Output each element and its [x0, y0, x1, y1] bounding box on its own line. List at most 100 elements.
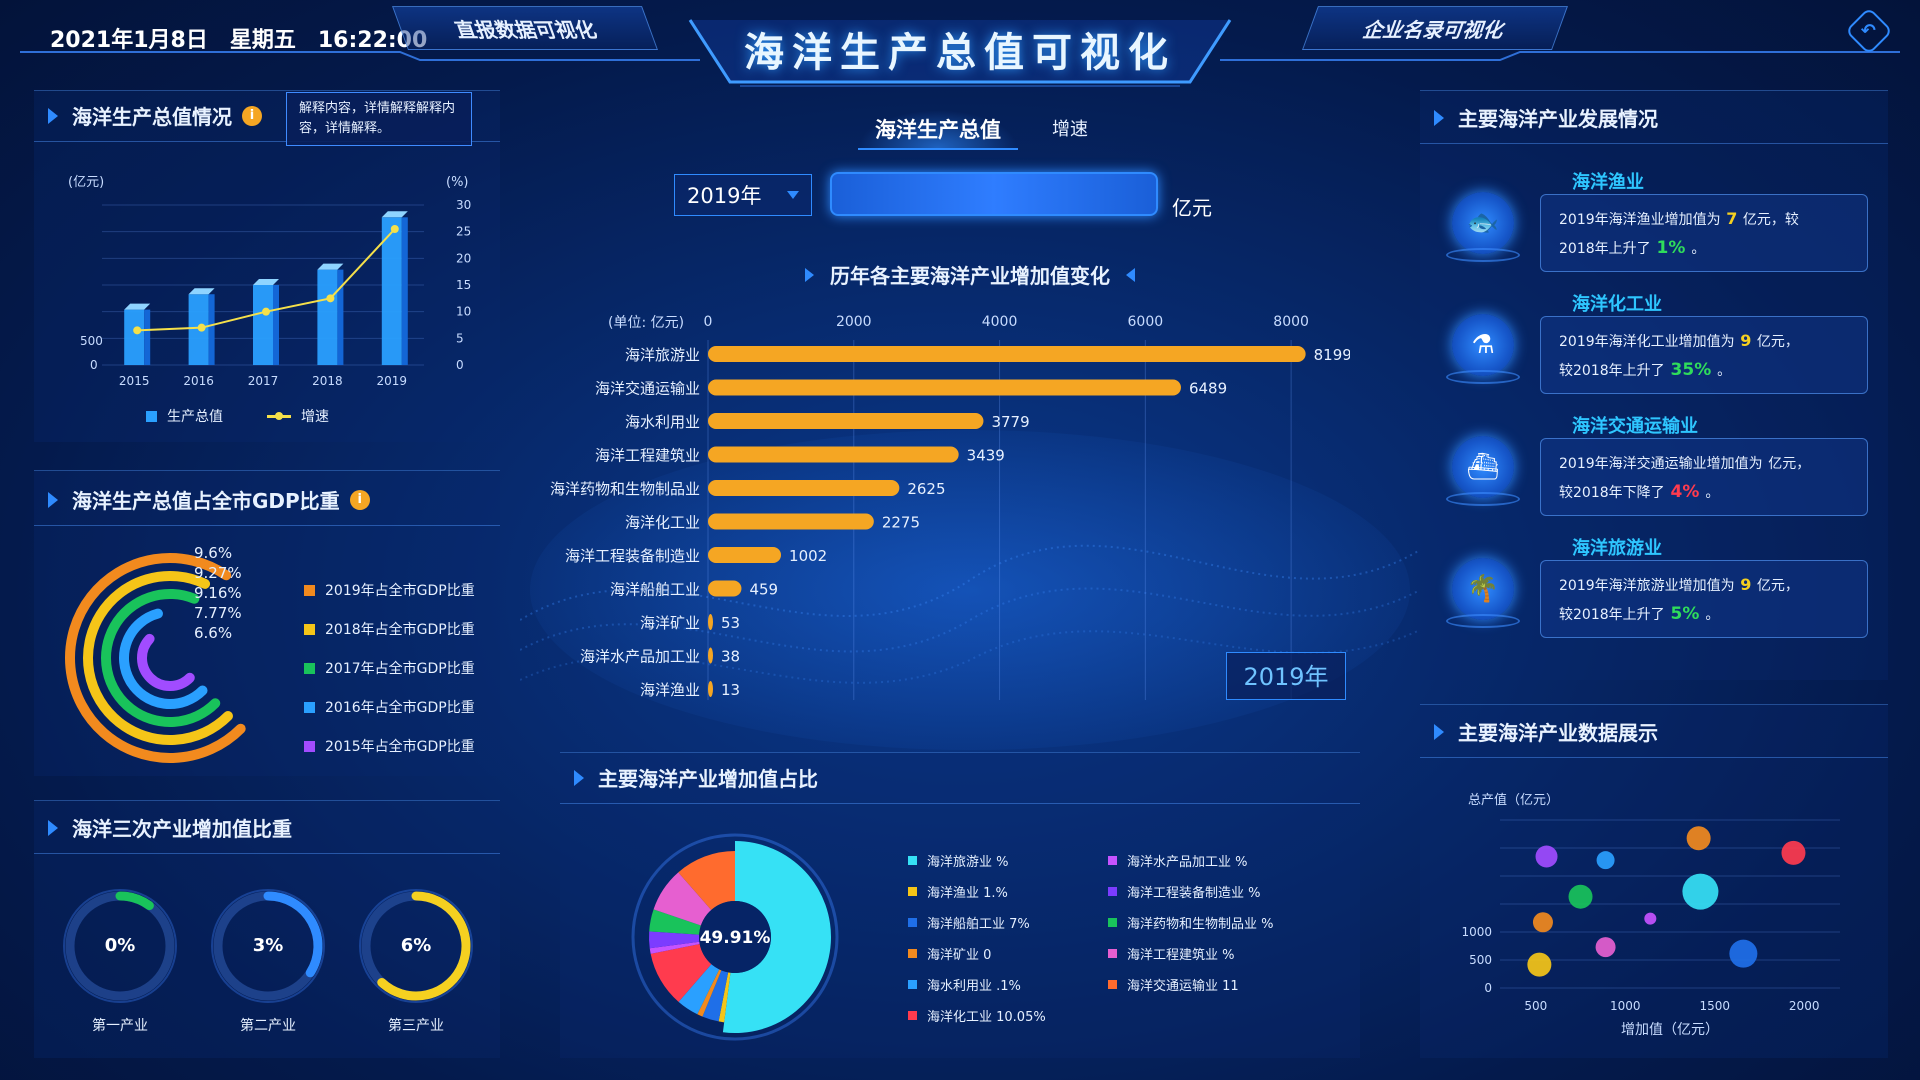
legend-item: 2016年占全市GDP比重	[304, 697, 475, 717]
chevron-down-icon	[787, 191, 799, 199]
industry-percent: 5%	[1664, 604, 1706, 624]
hbar-bar	[708, 647, 713, 664]
tab-growth[interactable]: 增速	[1052, 119, 1088, 140]
gdp-bar-side	[337, 269, 344, 365]
y-left-tick: 500	[80, 334, 103, 348]
nav-direct-report[interactable]: 直报数据可视化	[391, 6, 659, 50]
legend-label: 海洋药物和生物制品业 %	[1127, 917, 1274, 932]
industry-unit: 亿元，	[1768, 456, 1811, 472]
gdp-share-ring-chart: 9.6% 9.27% 9.16% 7.77% 6.6%	[65, 544, 246, 763]
total-value-unit: 亿元	[1172, 196, 1212, 220]
hbar-bar	[708, 413, 984, 429]
gdp-bar-side	[144, 309, 151, 365]
industry-card: 2019年海洋化工业增加值为 9 亿元， 较2018年上升了 35% 。	[1540, 316, 1868, 394]
share-ring-label: 9.16%	[194, 584, 242, 602]
hbar-x-tick: 8000	[1273, 314, 1309, 330]
legend-bar-swatch	[146, 410, 157, 422]
panel-bubble-header: 主要海洋产业数据展示	[1420, 706, 1888, 758]
ring-outer	[63, 889, 177, 1003]
bubble-point	[1532, 912, 1553, 933]
hbar-bar	[708, 547, 782, 563]
year-select-value: 2019年	[687, 184, 762, 208]
gdp-tooltip: 解释内容，详情解释解释内容，详情解释。	[286, 92, 472, 146]
legend-swatch	[1108, 856, 1117, 865]
legend-swatch	[304, 662, 315, 674]
legend-swatch	[1108, 980, 1117, 989]
legend-label: 海水利用业 .1%	[927, 979, 1021, 994]
hbar-category-label: 海洋药物和生物制品业	[550, 480, 700, 498]
legend-swatch	[1108, 887, 1117, 896]
header-arrow-icon	[574, 769, 584, 786]
y-right-tick: 20	[456, 251, 471, 265]
bubble-x-tick: 2000	[1789, 999, 1820, 1013]
ring-outer	[211, 889, 325, 1003]
panel-bubble	[1420, 704, 1888, 1058]
share-ring-arc	[83, 571, 233, 745]
bubble-y-tick: 500	[1469, 953, 1492, 967]
growth-point	[133, 326, 142, 335]
industry-line1: 2019年海洋渔业增加值为 7 亿元，较	[1559, 205, 1849, 234]
header-arrow-icon	[48, 107, 58, 124]
hbar-value-label: 2625	[907, 480, 945, 498]
industry-line1-text: 2019年海洋渔业增加值为	[1559, 212, 1721, 228]
hbar-x-tick: 4000	[982, 314, 1018, 330]
industry-name: 海洋交通运输业	[1572, 416, 1698, 437]
panel-tertiary-title: 海洋三次产业增加值比重	[72, 817, 292, 841]
industry-name: 海洋旅游业	[1572, 538, 1662, 559]
bar-chart-title: 历年各主要海洋产业增加值变化	[790, 260, 1150, 289]
panel-gdp-title: 海洋生产总值情况	[72, 105, 232, 129]
legend-item: 2017年占全市GDP比重	[304, 658, 475, 678]
gdp-bar-top	[381, 211, 408, 218]
legend-item: 2015年占全市GDP比重	[304, 736, 475, 756]
share-ring-arc	[119, 608, 208, 709]
industry-hbar-chart: (单位: 亿元) 0 2000 4000 6000 8000 海洋旅游业 8199 海洋交通运…	[550, 314, 1350, 700]
industry-donut-legend: 海洋旅游业 % 海洋水产品加工业 % 海洋渔业 1.% 海洋工程装备制造业 % 海洋船舶…	[908, 850, 1348, 1026]
panel-industries-header: 主要海洋产业发展情况	[1420, 92, 1888, 144]
x-tick: 2016	[183, 374, 214, 388]
info-icon[interactable]: i	[349, 489, 370, 510]
tab-gdp[interactable]: 海洋生产总值	[858, 110, 1018, 150]
year-select[interactable]: 2019年	[674, 174, 812, 216]
industry-line1: 2019年海洋旅游业增加值为 9 亿元，	[1559, 571, 1849, 600]
hbar-bar	[708, 580, 742, 597]
industry-line1-text: 2019年海洋交通运输业增加值为	[1559, 456, 1763, 472]
hbar-x-tick: 0	[704, 314, 713, 330]
legend-label: 海洋交通运输业 11	[1127, 979, 1239, 994]
info-icon[interactable]: i	[242, 105, 262, 126]
bubble-x-tick: 1500	[1699, 999, 1730, 1013]
hbar-x-tick: 6000	[1128, 314, 1164, 330]
industry-unit: 亿元，	[1756, 334, 1799, 350]
ring-value-tertiary: 6%	[400, 935, 432, 956]
datetime: 2021年1月8日 星期五 16:22:00	[50, 28, 428, 53]
legend-item: 海洋渔业 1.%	[908, 881, 1108, 902]
industry-tail: 。	[1705, 485, 1720, 501]
industry-value: 9	[1734, 575, 1757, 594]
hbar-value-label: 3779	[991, 413, 1029, 431]
legend-swatch	[304, 623, 315, 635]
legend-item: 海洋工程建筑业 %	[1108, 943, 1348, 964]
hbar-value-label: 8199	[1314, 346, 1350, 364]
legend-label: 2015年占全市GDP比重	[325, 739, 475, 755]
hbar-category-label: 海洋工程装备制造业	[565, 547, 700, 565]
industry-line1: 2019年海洋交通运输业增加值为 亿元，	[1559, 449, 1849, 478]
hbar-category-label: 海洋旅游业	[625, 346, 700, 364]
ring-label-tertiary: 第三产业	[388, 1018, 444, 1034]
growth-point	[390, 225, 399, 233]
donut-hole	[699, 901, 771, 973]
legend-item: 海洋交通运输业 11	[1108, 974, 1348, 995]
ring-outer	[359, 889, 473, 1003]
page-title: 海洋生产总值可视化	[744, 30, 1176, 76]
hbar-category-label: 海洋矿业	[640, 614, 700, 632]
nav-enterprise-directory[interactable]: 企业名录可视化	[1301, 6, 1569, 50]
industry-percent: 1%	[1650, 238, 1692, 258]
legend-swatch	[1108, 918, 1117, 927]
donut-slice	[722, 841, 831, 1033]
y-right-unit: (%)	[446, 175, 469, 190]
ring-value-primary: 0%	[104, 935, 136, 956]
gdp-bar-top	[124, 303, 151, 310]
legend-swatch	[908, 887, 917, 896]
x-tick: 2018	[312, 374, 343, 388]
industry-name: 海洋渔业	[1572, 172, 1644, 193]
share-ring-label: 9.6%	[194, 544, 232, 562]
donut-slice	[678, 851, 735, 910]
